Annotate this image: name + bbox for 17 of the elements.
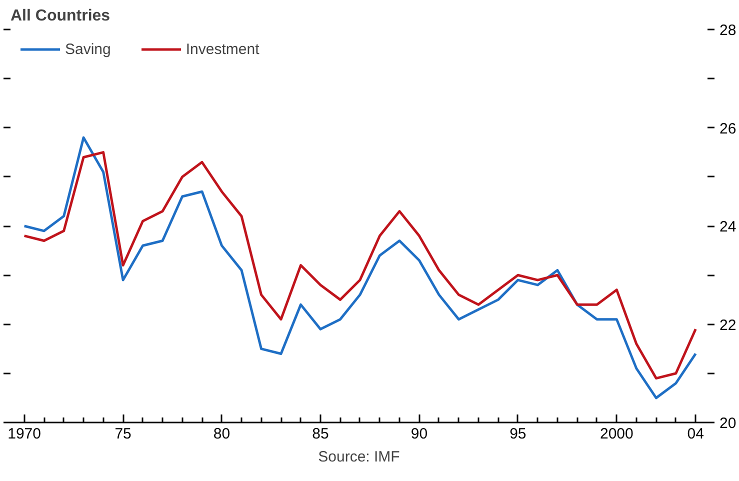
x-tick-label: 75 [114,426,132,442]
chart-title: All Countries [10,8,110,24]
x-tick-label: 04 [687,426,704,442]
legend-label: Investment [186,40,260,58]
y-tick-label: 26 [720,120,736,138]
x-tick-label: 1970 [8,426,42,442]
x-tick-label: 2000 [600,426,634,442]
y-tick-label: 22 [720,316,736,334]
x-tick-label: 95 [510,426,526,442]
y-tick-label: 24 [720,218,736,236]
y-tick-label: 28 [720,22,736,39]
x-tick-label: 80 [213,426,230,442]
source-note: Source: IMF [318,448,400,466]
x-tick-label: 85 [312,426,329,442]
x-tick-label: 90 [410,426,428,442]
y-tick-label: 20 [720,415,736,432]
legend-label: Saving [65,40,111,58]
